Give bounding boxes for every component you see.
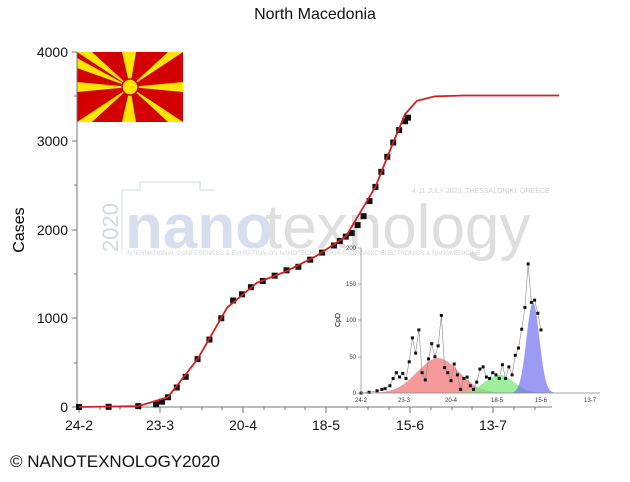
svg-text:23-3: 23-3 xyxy=(398,398,411,404)
svg-text:18-5: 18-5 xyxy=(312,417,340,433)
svg-text:1000: 1000 xyxy=(37,310,68,326)
watermark-dates: 4-11 JULY 2020, THESSALONIKI, GREECE xyxy=(412,188,550,195)
svg-text:20-4: 20-4 xyxy=(229,417,257,433)
svg-text:0: 0 xyxy=(60,399,68,415)
svg-text:24-2: 24-2 xyxy=(65,417,93,433)
inset-y-axis-label: CpD xyxy=(335,313,342,327)
svg-text:13-7: 13-7 xyxy=(584,398,597,404)
copyright-credit: © NANOTEXNOLOGY2020 xyxy=(10,452,220,471)
svg-text:23-3: 23-3 xyxy=(146,417,174,433)
watermark: 2020 nano texnology 4-11 JULY 2020, THES… xyxy=(98,181,550,262)
svg-text:0: 0 xyxy=(353,391,357,397)
svg-text:3000: 3000 xyxy=(37,133,68,149)
svg-text:2000: 2000 xyxy=(37,222,68,238)
watermark-texnology: texnology xyxy=(265,193,530,262)
north-macedonia-flag-icon xyxy=(77,52,183,122)
inset-chart: 0 50 100 150 200 24-2 23-3 20-4 18-5 15-… xyxy=(335,246,600,404)
y-tick-labels: 0 1000 2000 3000 4000 xyxy=(37,44,68,415)
svg-text:100: 100 xyxy=(346,318,357,324)
svg-text:4000: 4000 xyxy=(37,44,68,60)
watermark-year: 2020 xyxy=(98,203,123,252)
x-tick-labels: 24-2 23-3 20-4 18-5 15-6 13-7 xyxy=(65,417,507,433)
y-axis-label: Cases xyxy=(11,207,28,252)
svg-text:15-6: 15-6 xyxy=(535,398,548,404)
svg-text:15-6: 15-6 xyxy=(396,417,424,433)
svg-text:18-5: 18-5 xyxy=(491,398,504,404)
fit-curve xyxy=(78,94,560,408)
svg-text:50: 50 xyxy=(349,355,356,361)
chart-title: North Macedonia xyxy=(254,6,376,23)
svg-text:24-2: 24-2 xyxy=(355,398,368,404)
svg-text:20-4: 20-4 xyxy=(445,398,458,404)
svg-text:200: 200 xyxy=(346,246,357,252)
watermark-nano: nano xyxy=(125,193,273,262)
watermark-tagline: INTERNATIONAL CONFERENCES & EXHIBITION O… xyxy=(126,250,480,257)
svg-text:150: 150 xyxy=(346,282,357,288)
svg-text:13-7: 13-7 xyxy=(479,417,507,433)
